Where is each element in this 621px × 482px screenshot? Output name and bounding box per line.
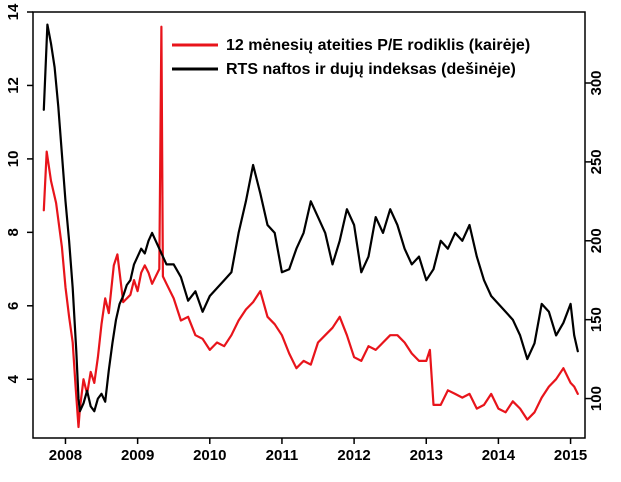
y-right-tick-label-0: 100 <box>588 386 605 411</box>
legend-label-0: 12 mėnesių ateities P/E rodiklis (kairėj… <box>226 37 530 54</box>
x-tick-label-2: 2010 <box>193 447 226 464</box>
x-tick-label-4: 2012 <box>337 447 370 464</box>
y-axis-right: 100 150 200 250 300 <box>585 70 605 411</box>
x-axis: 2008 2009 2010 2011 2012 2013 2014 2015 <box>49 438 587 464</box>
x-tick-label-3: 2011 <box>266 447 299 464</box>
y-left-tick-label-3: 10 <box>5 151 22 168</box>
x-tick-label-5: 2013 <box>410 447 443 464</box>
series-line-0 <box>42 25 579 429</box>
y-left-tick-label-0: 4 <box>5 374 22 383</box>
y-axis-left: 4 6 8 10 12 14 <box>5 3 33 383</box>
legend: 12 mėnesių ateities P/E rodiklis (kairėj… <box>172 37 530 78</box>
series-layer <box>42 23 579 429</box>
y-right-tick-label-3: 250 <box>588 149 605 174</box>
y-left-tick-label-5: 14 <box>5 3 22 20</box>
y-left-tick-label-1: 6 <box>5 302 22 310</box>
y-left-tick-label-2: 8 <box>5 228 22 236</box>
x-tick-label-7: 2015 <box>554 447 587 464</box>
y-right-tick-label-4: 300 <box>588 70 605 95</box>
x-tick-label-6: 2014 <box>482 447 516 464</box>
plot-area-frame <box>32 11 586 439</box>
x-tick-label-0: 2008 <box>49 447 82 464</box>
x-tick-label-1: 2009 <box>121 447 154 464</box>
y-left-tick-label-4: 12 <box>5 77 22 94</box>
y-right-tick-label-2: 200 <box>588 228 605 253</box>
y-right-tick-label-1: 150 <box>588 307 605 332</box>
series-line-1 <box>42 23 579 413</box>
legend-label-1: RTS naftos ir dujų indeksas (dešinėje) <box>226 61 516 78</box>
